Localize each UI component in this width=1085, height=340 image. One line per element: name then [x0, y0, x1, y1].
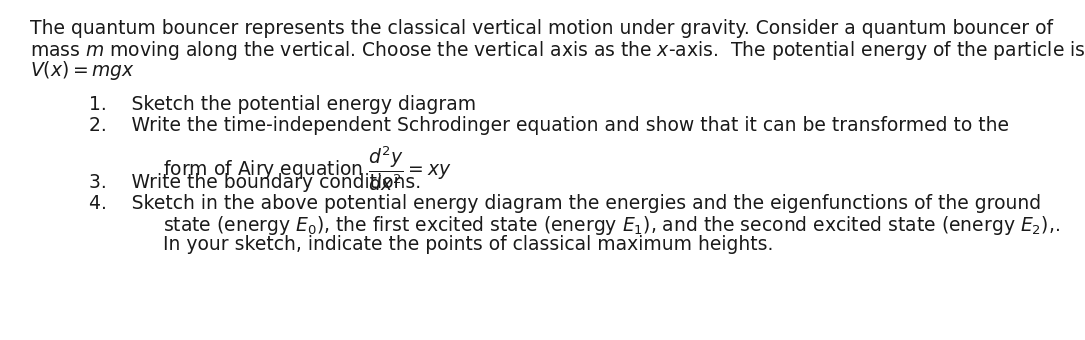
- Text: 3.  Write the boundary conditions.: 3. Write the boundary conditions.: [89, 173, 421, 192]
- Text: In your sketch, indicate the points of classical maximum heights.: In your sketch, indicate the points of c…: [163, 235, 774, 254]
- Text: 2.  Write the time-independent Schrodinger equation and show that it can be tran: 2. Write the time-independent Schrodinge…: [89, 116, 1009, 135]
- Text: 4.  Sketch in the above potential energy diagram the energies and the eigenfunct: 4. Sketch in the above potential energy …: [89, 194, 1042, 213]
- Text: form of Airy equation $\dfrac{d^2y}{dx^2} = xy$: form of Airy equation $\dfrac{d^2y}{dx^2…: [163, 144, 451, 193]
- Text: The quantum bouncer represents the classical vertical motion under gravity. Cons: The quantum bouncer represents the class…: [30, 19, 1054, 38]
- Text: state (energy $E_0$), the first excited state (energy $E_1$), and the second exc: state (energy $E_0$), the first excited …: [163, 214, 1060, 237]
- Text: mass $m$ moving along the vertical. Choose the vertical axis as the $x$-axis.  T: mass $m$ moving along the vertical. Choo…: [30, 39, 1085, 62]
- Text: 1.  Sketch the potential energy diagram: 1. Sketch the potential energy diagram: [89, 95, 476, 114]
- Text: $V(x) = mgx$: $V(x) = mgx$: [30, 59, 136, 83]
